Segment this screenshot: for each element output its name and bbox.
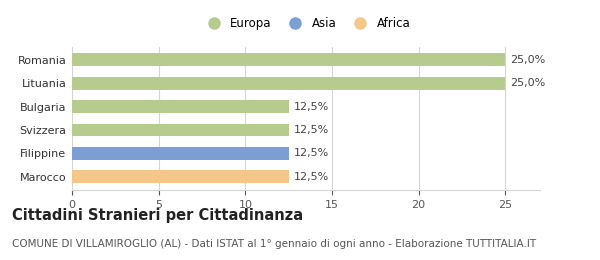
- Text: 25,0%: 25,0%: [511, 55, 546, 65]
- Legend: Europa, Asia, Africa: Europa, Asia, Africa: [197, 13, 415, 35]
- Text: 12,5%: 12,5%: [294, 172, 329, 182]
- Bar: [72, 170, 289, 183]
- Text: 25,0%: 25,0%: [511, 78, 546, 88]
- Bar: [72, 100, 289, 113]
- Text: 12,5%: 12,5%: [294, 102, 329, 112]
- Text: 12,5%: 12,5%: [294, 148, 329, 158]
- Bar: [72, 147, 289, 160]
- Text: COMUNE DI VILLAMIROGLIO (AL) - Dati ISTAT al 1° gennaio di ogni anno - Elaborazi: COMUNE DI VILLAMIROGLIO (AL) - Dati ISTA…: [12, 239, 536, 249]
- Bar: [72, 53, 505, 66]
- Bar: [72, 124, 289, 136]
- Bar: [72, 77, 505, 90]
- Text: 12,5%: 12,5%: [294, 125, 329, 135]
- Text: Cittadini Stranieri per Cittadinanza: Cittadini Stranieri per Cittadinanza: [12, 208, 303, 223]
